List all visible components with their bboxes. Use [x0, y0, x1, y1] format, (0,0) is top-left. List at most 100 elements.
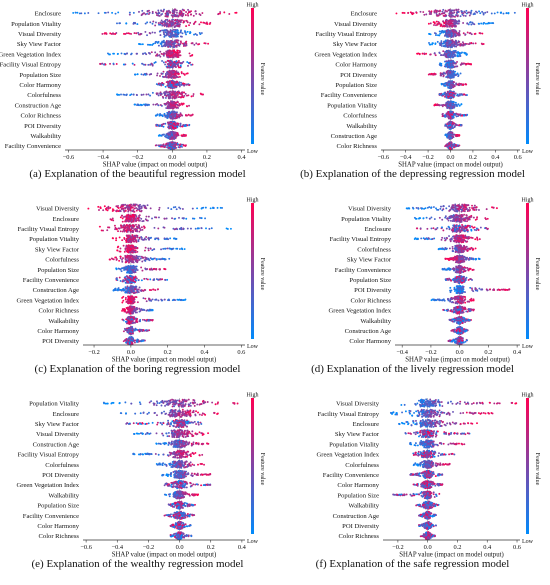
shap-point	[458, 30, 461, 33]
shap-point	[117, 230, 119, 233]
shap-point	[165, 15, 168, 18]
shap-point	[138, 236, 141, 239]
shap-point	[198, 23, 201, 26]
shap-point	[449, 116, 452, 119]
shap-point	[170, 106, 173, 109]
shap-point	[194, 32, 197, 35]
shap-point	[163, 226, 166, 229]
shap-point	[150, 51, 153, 54]
shap-point	[440, 12, 443, 15]
shap-point	[452, 133, 454, 136]
shap-point	[208, 227, 211, 230]
shap-point	[184, 125, 187, 128]
shap-point	[429, 33, 432, 36]
shap-point	[445, 96, 448, 99]
shap-point	[462, 14, 465, 17]
shap-point	[115, 210, 118, 213]
shap-point	[455, 42, 458, 45]
shap-point	[140, 217, 143, 220]
shap-point	[132, 93, 135, 96]
shap-point	[130, 236, 133, 239]
shap-point	[172, 144, 175, 147]
feature-swarm	[444, 130, 461, 141]
feature-swarm	[441, 110, 469, 120]
shap-point	[180, 92, 183, 95]
shap-point	[452, 55, 455, 58]
shap-point	[459, 42, 462, 45]
shap-point	[457, 144, 460, 147]
shap-point	[175, 9, 178, 12]
shap-point	[453, 28, 455, 31]
shap-point	[74, 11, 77, 14]
shap-point	[115, 63, 118, 65]
shap-point	[139, 33, 141, 36]
shap-point	[447, 49, 450, 52]
shap-point	[125, 240, 128, 243]
shap-point	[167, 30, 170, 33]
shap-point	[165, 32, 168, 34]
shap-point	[173, 131, 176, 134]
shap-point	[172, 96, 175, 99]
shap-point	[121, 230, 124, 233]
shap-point	[123, 236, 126, 239]
shap-point	[121, 214, 124, 217]
shap-point	[174, 39, 177, 42]
shap-point	[450, 32, 453, 35]
shap-point	[155, 144, 158, 147]
shap-point	[137, 218, 140, 221]
shap-point	[452, 43, 455, 46]
shap-point	[158, 124, 161, 127]
shap-point	[446, 25, 449, 28]
shap-point	[160, 52, 163, 55]
shap-point	[173, 137, 176, 139]
shap-point	[447, 72, 450, 75]
shap-point	[145, 215, 148, 218]
shap-point	[159, 75, 161, 77]
shap-point	[154, 41, 157, 43]
shap-point	[160, 45, 163, 47]
shap-point	[486, 22, 489, 25]
shap-point	[136, 73, 139, 76]
shap-point	[174, 76, 177, 79]
shap-point	[455, 45, 458, 48]
feature-label: Population Vitality	[327, 102, 378, 109]
shap-point	[119, 247, 122, 250]
shap-point	[135, 32, 138, 35]
feature-swarm	[101, 28, 203, 39]
shap-point	[157, 22, 160, 24]
shap-point	[449, 91, 452, 94]
shap-point	[142, 52, 144, 55]
feature-swarm	[444, 120, 463, 130]
feature-label: Population Vitality	[29, 236, 80, 243]
shap-point	[170, 14, 173, 17]
shap-point	[162, 61, 165, 64]
shap-point	[175, 237, 178, 240]
shap-point	[176, 25, 179, 27]
shap-point	[151, 63, 154, 66]
feature-label: Color Harmony	[19, 82, 61, 89]
feature-swarm	[99, 59, 194, 69]
feature-swarm	[416, 49, 468, 59]
shap-point	[452, 9, 455, 12]
shap-point	[467, 23, 470, 26]
shap-point	[125, 219, 128, 222]
shap-point	[111, 217, 114, 220]
shap-point	[441, 94, 444, 97]
shap-point	[442, 115, 445, 118]
shap-point	[98, 225, 101, 228]
feature-swarm	[427, 69, 462, 79]
shap-point	[169, 35, 172, 38]
shap-point	[457, 52, 459, 55]
shap-point	[181, 114, 184, 117]
shap-point	[133, 210, 136, 213]
shap-point	[183, 144, 185, 147]
shap-point	[108, 226, 111, 229]
shap-point	[441, 83, 444, 85]
shap-point	[407, 11, 410, 14]
shap-point	[177, 93, 179, 96]
feature-swarm	[438, 90, 468, 100]
shap-point	[163, 144, 165, 147]
shap-point	[200, 93, 203, 96]
shap-point	[137, 104, 140, 107]
shap-point	[173, 42, 176, 45]
